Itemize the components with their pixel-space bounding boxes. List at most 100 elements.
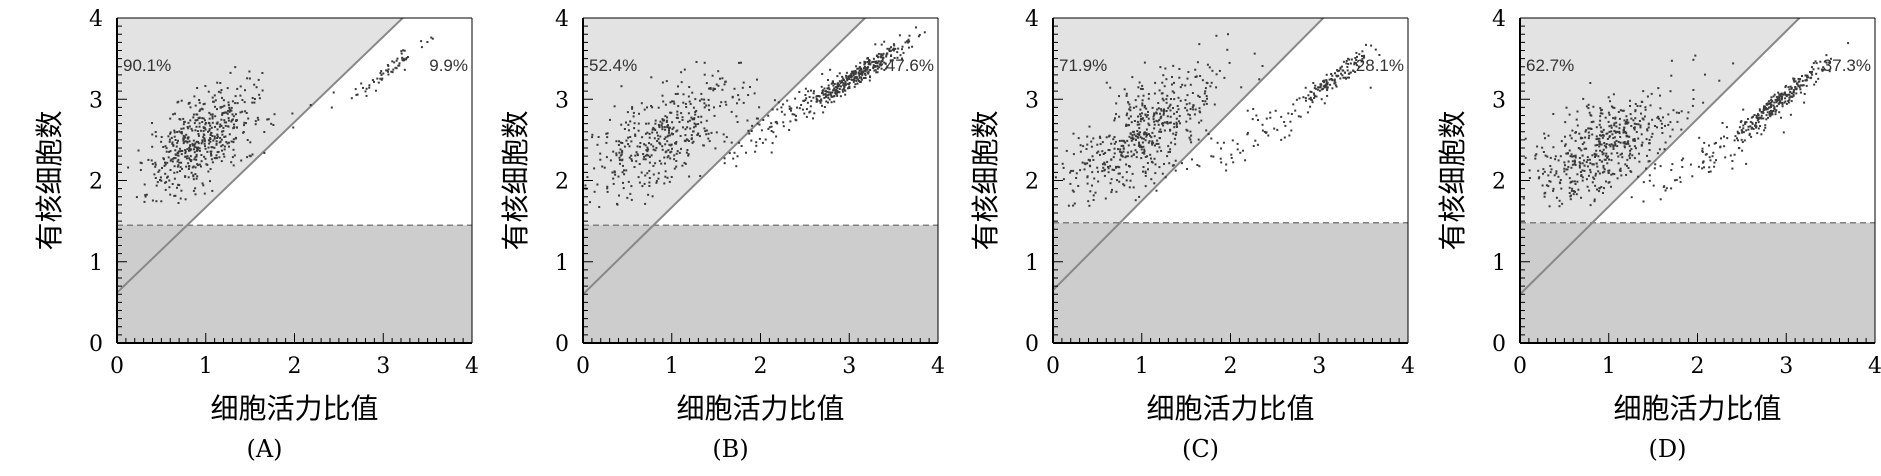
data-point	[1598, 159, 1601, 162]
data-point	[907, 38, 910, 41]
data-point	[1139, 131, 1141, 134]
data-point	[673, 154, 676, 157]
data-point	[1325, 82, 1328, 85]
data-point	[622, 187, 625, 190]
data-point	[1702, 101, 1705, 104]
data-point	[1101, 150, 1104, 153]
data-point	[1564, 121, 1567, 124]
data-point	[688, 175, 691, 178]
data-point	[180, 153, 183, 156]
data-point	[627, 123, 630, 126]
data-point	[1736, 137, 1738, 140]
data-point	[710, 131, 713, 134]
data-point	[1569, 195, 1572, 198]
data-point	[805, 97, 808, 100]
right-region-percent: 47.6%	[886, 56, 934, 75]
data-point	[1809, 71, 1811, 73]
data-point	[1756, 132, 1759, 135]
data-point	[907, 46, 910, 49]
data-point	[798, 91, 801, 93]
data-point	[680, 71, 683, 74]
data-point	[1284, 124, 1287, 127]
data-point	[1745, 129, 1748, 132]
data-point	[1571, 180, 1574, 183]
data-point	[219, 91, 222, 94]
data-point	[1767, 106, 1770, 109]
data-point	[213, 94, 216, 97]
data-point	[1636, 105, 1639, 107]
data-point	[1619, 167, 1622, 170]
data-point	[599, 152, 602, 155]
data-point	[1107, 171, 1110, 174]
data-point	[1175, 121, 1178, 124]
data-point	[685, 151, 688, 154]
data-point	[215, 140, 218, 143]
data-point	[1226, 48, 1229, 51]
data-point	[723, 162, 726, 165]
data-point	[823, 87, 826, 90]
data-point	[874, 43, 877, 46]
data-point	[606, 190, 609, 193]
data-point	[1629, 113, 1632, 116]
data-point	[891, 48, 894, 51]
data-point	[1634, 109, 1637, 112]
data-point	[1603, 168, 1606, 171]
data-point	[1141, 99, 1144, 102]
data-point	[830, 82, 833, 85]
data-point	[182, 127, 185, 130]
data-point	[872, 60, 875, 63]
data-point	[593, 190, 596, 193]
data-point	[698, 135, 701, 138]
data-point	[1596, 165, 1599, 168]
data-point	[1580, 136, 1582, 139]
data-point	[1658, 117, 1660, 120]
data-point	[844, 83, 847, 86]
data-point	[719, 77, 721, 80]
data-point	[1637, 175, 1640, 178]
data-point	[1104, 163, 1107, 166]
data-point	[196, 147, 198, 150]
data-point	[656, 140, 659, 142]
data-point	[1079, 169, 1082, 172]
data-point	[917, 35, 920, 38]
data-point	[1599, 126, 1602, 129]
data-point	[1602, 166, 1605, 169]
data-point	[738, 61, 740, 64]
data-point	[629, 120, 632, 123]
data-point	[676, 113, 679, 116]
data-point	[1609, 145, 1612, 148]
data-point	[1563, 161, 1566, 164]
data-point	[1225, 163, 1228, 166]
data-point	[662, 119, 665, 122]
data-point	[1122, 183, 1125, 186]
data-point	[664, 175, 667, 178]
data-point	[669, 151, 672, 154]
data-point	[1794, 86, 1797, 88]
data-point	[1578, 161, 1581, 164]
data-point	[1236, 148, 1239, 151]
data-point	[1169, 103, 1172, 106]
data-point	[605, 132, 608, 135]
data-point	[1578, 166, 1581, 169]
data-point	[735, 165, 738, 168]
data-point	[227, 109, 230, 112]
data-point	[1787, 86, 1790, 89]
data-point	[1158, 146, 1161, 149]
data-point	[1721, 122, 1724, 124]
data-point	[159, 176, 162, 179]
data-point	[831, 91, 834, 94]
data-point	[767, 114, 770, 117]
data-point	[246, 156, 249, 159]
data-point	[666, 176, 669, 179]
data-point	[876, 65, 879, 67]
data-point	[622, 164, 624, 167]
data-point	[1148, 124, 1151, 127]
data-point	[207, 130, 209, 133]
data-point	[1326, 83, 1329, 86]
data-point	[1617, 140, 1620, 143]
data-point	[1204, 100, 1207, 103]
data-point	[1276, 128, 1279, 131]
data-point	[1603, 142, 1606, 144]
data-point	[198, 110, 201, 112]
data-point	[1602, 164, 1605, 167]
